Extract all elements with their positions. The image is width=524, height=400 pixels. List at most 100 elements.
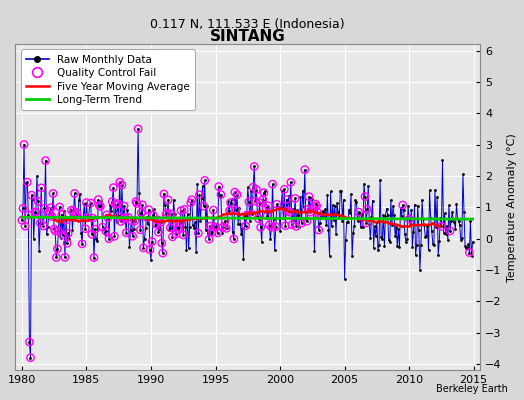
Point (164, 197, 172, 203)
Point (355, 211, 364, 218)
Point (178, 208, 187, 214)
Point (265, 222, 274, 228)
Point (160, 191, 168, 197)
Point (249, 184, 257, 190)
Point (363, 206, 372, 212)
Point (401, 231, 409, 238)
Point (359, 224, 367, 230)
Point (169, 197, 178, 203)
Point (206, 223, 214, 229)
Point (204, 230, 212, 236)
Point (139, 245, 148, 251)
Point (269, 216, 278, 222)
Point (335, 214, 343, 221)
Point (301, 166, 309, 173)
Point (395, 243, 403, 250)
Point (272, 201, 281, 208)
Point (379, 212, 388, 218)
Point (27, 192, 36, 198)
Legend: Raw Monthly Data, Quality Control Fail, Five Year Moving Average, Long-Term Tren: Raw Monthly Data, Quality Control Fail, … (20, 50, 195, 110)
Point (213, 230, 222, 236)
Point (330, 216, 338, 223)
Point (45, 211, 53, 218)
Point (79, 214, 88, 220)
Point (236, 220, 245, 227)
Point (267, 224, 276, 230)
Point (462, 245, 471, 251)
Point (69, 208, 78, 214)
Point (376, 177, 384, 183)
Point (362, 220, 370, 226)
Point (166, 224, 174, 231)
Point (109, 184, 117, 191)
Point (390, 212, 398, 219)
Point (215, 192, 224, 199)
Point (336, 187, 344, 194)
Point (27, 192, 36, 198)
Point (234, 220, 242, 227)
Point (441, 210, 449, 217)
Point (353, 218, 362, 224)
Point (196, 218, 205, 224)
Point (69, 208, 78, 214)
Point (116, 179, 124, 185)
Point (266, 236, 275, 242)
Title: SINTANG: SINTANG (210, 29, 286, 44)
Point (214, 183, 223, 190)
Point (95, 202, 104, 209)
Point (408, 244, 417, 250)
Point (194, 230, 202, 236)
Point (129, 226, 138, 232)
Point (250, 163, 258, 170)
Point (364, 182, 373, 189)
Point (288, 222, 296, 228)
Point (207, 230, 215, 237)
Point (370, 223, 379, 229)
Point (23, 179, 31, 185)
Text: Berkeley Earth: Berkeley Earth (436, 384, 508, 394)
Point (252, 186, 260, 193)
Point (200, 203, 208, 209)
Point (341, 276, 349, 282)
Point (362, 220, 370, 226)
Point (176, 220, 184, 226)
Point (292, 223, 300, 230)
Point (334, 209, 342, 216)
Point (257, 224, 265, 230)
Point (223, 225, 232, 231)
Point (89, 215, 97, 222)
Point (144, 221, 152, 228)
Point (303, 218, 311, 224)
Point (108, 198, 116, 205)
Point (405, 216, 413, 222)
Point (267, 224, 276, 230)
Point (309, 206, 318, 212)
Point (203, 203, 211, 209)
Point (41, 158, 50, 164)
Point (230, 236, 238, 242)
Point (456, 237, 465, 243)
Point (48, 214, 56, 220)
Point (232, 207, 240, 213)
Point (312, 203, 321, 209)
Point (437, 223, 445, 230)
Point (111, 201, 119, 208)
Point (74, 214, 82, 220)
Point (294, 212, 302, 218)
Point (156, 226, 164, 232)
Point (162, 211, 170, 218)
Point (418, 197, 426, 203)
Point (311, 201, 320, 207)
Point (455, 222, 464, 228)
Point (189, 222, 197, 228)
Point (102, 228, 110, 234)
Point (188, 196, 196, 203)
Point (346, 210, 354, 216)
Point (392, 224, 400, 231)
Point (28, 196, 37, 202)
Point (94, 196, 103, 203)
Point (188, 196, 196, 203)
Point (314, 227, 323, 233)
Point (412, 242, 421, 248)
Point (363, 206, 372, 212)
